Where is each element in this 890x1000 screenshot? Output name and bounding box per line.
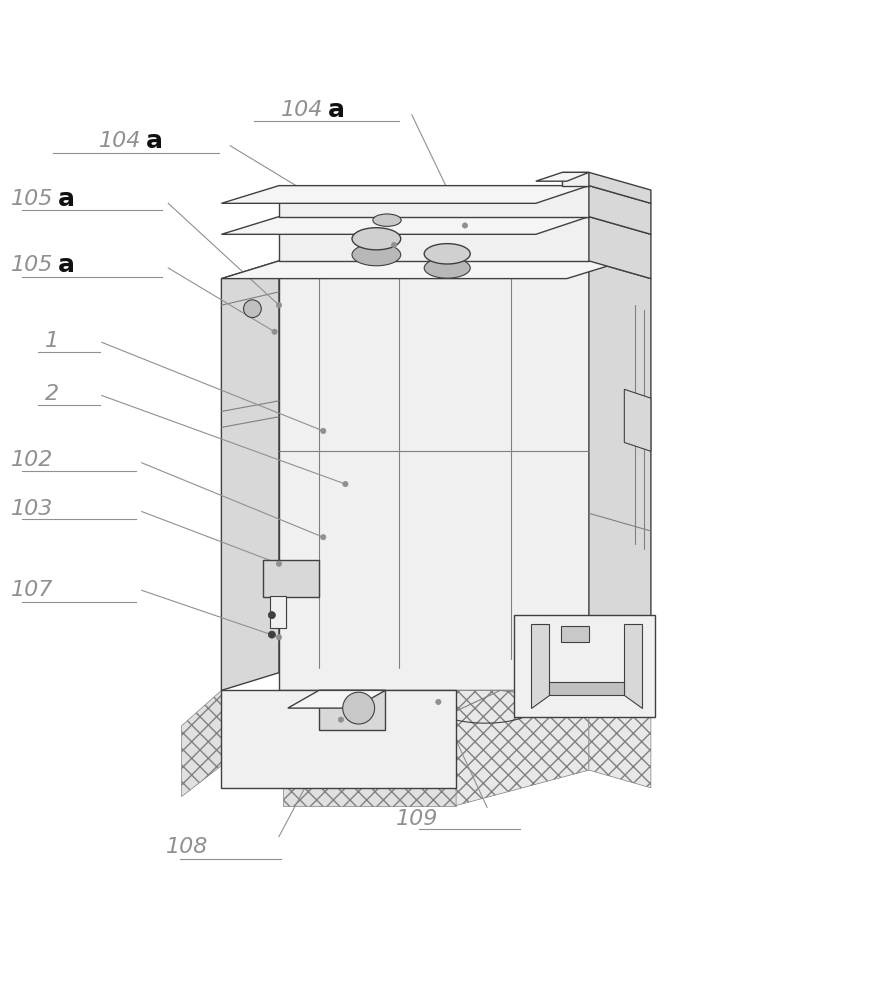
Text: 104: 104 (281, 100, 323, 120)
Text: 1: 1 (45, 331, 60, 351)
Polygon shape (222, 261, 279, 690)
Polygon shape (589, 261, 651, 708)
Ellipse shape (425, 244, 470, 264)
Circle shape (436, 699, 441, 705)
Text: a: a (146, 129, 163, 153)
Polygon shape (222, 261, 624, 279)
Polygon shape (624, 624, 642, 708)
Text: a: a (58, 253, 75, 277)
Text: a: a (328, 98, 344, 122)
Polygon shape (270, 596, 286, 628)
Text: 105: 105 (11, 189, 53, 209)
Polygon shape (287, 690, 385, 708)
Ellipse shape (352, 228, 400, 250)
Polygon shape (589, 172, 651, 203)
Text: 109: 109 (396, 809, 439, 829)
Circle shape (244, 300, 262, 318)
Circle shape (276, 303, 281, 308)
Polygon shape (456, 690, 589, 806)
Polygon shape (549, 682, 624, 695)
Circle shape (276, 635, 281, 640)
Polygon shape (589, 217, 651, 279)
Ellipse shape (373, 214, 401, 226)
Polygon shape (222, 186, 589, 203)
Polygon shape (562, 172, 589, 186)
Polygon shape (279, 217, 589, 261)
Circle shape (462, 223, 467, 228)
Circle shape (343, 481, 348, 487)
Polygon shape (319, 690, 385, 730)
Ellipse shape (352, 244, 400, 266)
Text: 102: 102 (11, 450, 53, 470)
Polygon shape (182, 690, 222, 797)
Polygon shape (561, 626, 589, 642)
Polygon shape (283, 690, 456, 806)
Circle shape (320, 535, 326, 540)
Text: 105: 105 (11, 255, 53, 275)
Text: 107: 107 (11, 580, 53, 600)
Text: a: a (58, 187, 75, 211)
Polygon shape (531, 624, 549, 708)
Text: 104: 104 (100, 131, 142, 151)
Circle shape (271, 329, 277, 334)
Text: 2: 2 (45, 384, 60, 404)
Circle shape (269, 631, 275, 638)
Circle shape (320, 428, 326, 434)
Polygon shape (222, 217, 589, 234)
Polygon shape (514, 615, 655, 717)
Ellipse shape (425, 258, 470, 278)
Text: 108: 108 (166, 837, 208, 857)
Circle shape (343, 692, 375, 724)
Polygon shape (222, 690, 456, 788)
Polygon shape (536, 172, 589, 181)
Circle shape (276, 561, 281, 566)
Text: 103: 103 (11, 499, 53, 519)
Polygon shape (279, 261, 589, 690)
Circle shape (269, 612, 275, 619)
Polygon shape (589, 690, 651, 788)
Polygon shape (589, 186, 651, 234)
Polygon shape (279, 186, 589, 217)
Polygon shape (624, 389, 651, 451)
Polygon shape (263, 560, 319, 597)
Circle shape (392, 242, 397, 248)
Circle shape (338, 717, 344, 722)
